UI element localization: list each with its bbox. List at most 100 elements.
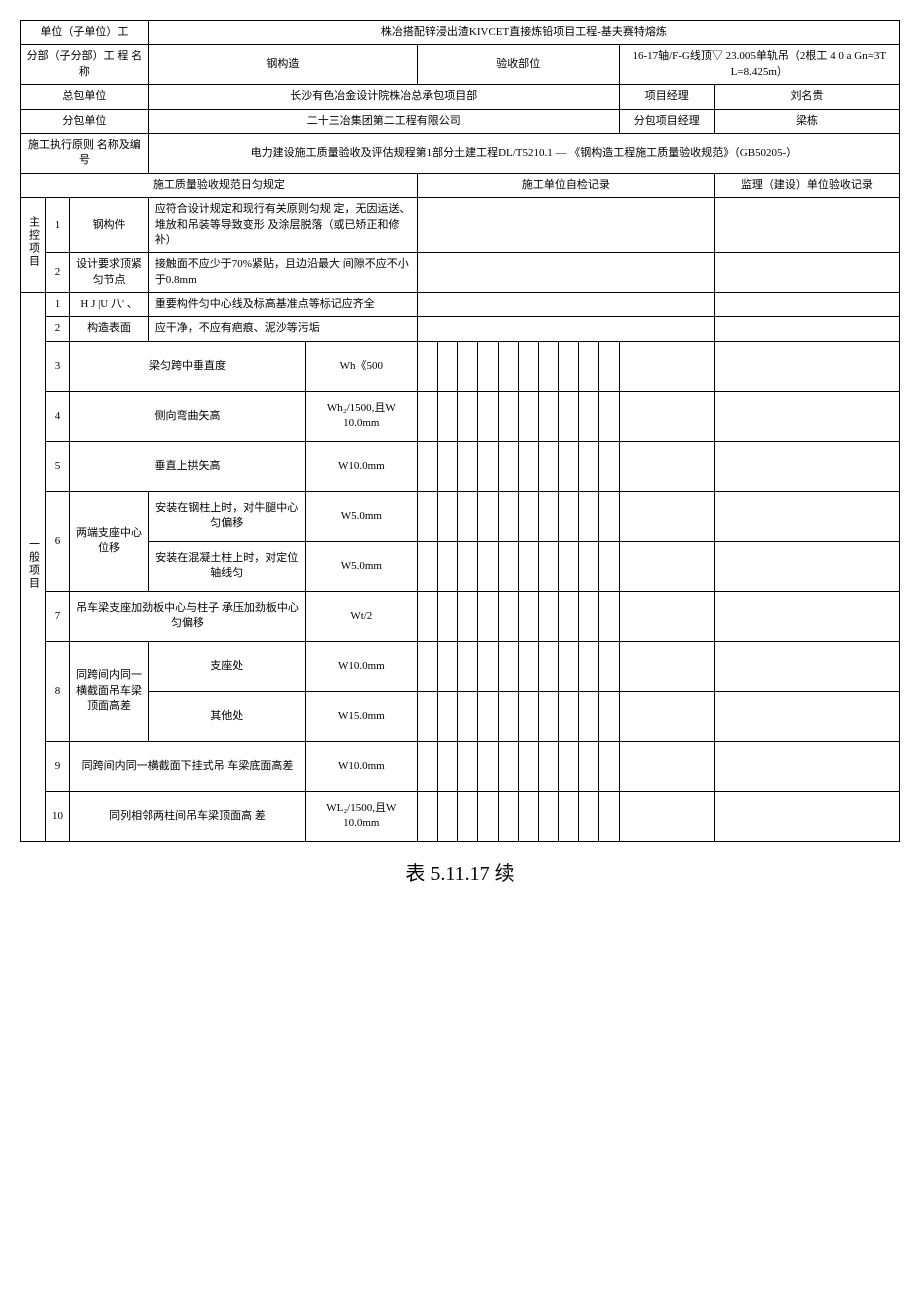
g9-c6 [518, 741, 538, 791]
project-manager-label: 项目经理 [619, 85, 714, 109]
g7-c4 [478, 591, 498, 641]
g4-no: 4 [45, 391, 70, 441]
main-2-desc: 接触面不应少于70%紧贴，且边沿最大 间隙不应不小于0.8mm [148, 253, 417, 293]
g8b-c3 [458, 691, 478, 741]
sub-pm-label: 分包项目经理 [619, 109, 714, 133]
unit-project-value: 株冶搭配锌浸出渣KIVCET直接炼铅项目工程-基夫赛特熔炼 [148, 21, 899, 45]
g10-c10 [599, 791, 619, 841]
g9-c5 [498, 741, 518, 791]
g9-c4 [478, 741, 498, 791]
g3-c4 [478, 341, 498, 391]
main-1-name: 钢构件 [70, 198, 149, 253]
g1-name: H J |U 八' 、 [70, 293, 149, 317]
g9-c11 [619, 741, 714, 791]
g6b-c6 [518, 541, 538, 591]
main-1-check [417, 198, 714, 253]
g10-c1 [417, 791, 437, 841]
g5-c8 [559, 441, 579, 491]
g6-name: 两端支座中心位移 [70, 491, 149, 591]
g9-sup [714, 741, 899, 791]
g6b-c10 [599, 541, 619, 591]
g8a-c9 [579, 641, 599, 691]
g9-name: 同跨间内同一横截面下挂式吊 车梁底面高差 [70, 741, 305, 791]
g6b-c1 [417, 541, 437, 591]
g1-sup [714, 293, 899, 317]
g6b-c8 [559, 541, 579, 591]
g6a-c7 [538, 491, 558, 541]
g9-c8 [559, 741, 579, 791]
g10-sup [714, 791, 899, 841]
standard-label: 施工执行原则 名称及编号 [21, 133, 149, 173]
g6b-c2 [438, 541, 458, 591]
g5-c11 [619, 441, 714, 491]
g5-c10 [599, 441, 619, 491]
g6a-c10 [599, 491, 619, 541]
g7-val: Wt/2 [305, 591, 417, 641]
g9-no: 9 [45, 741, 70, 791]
g8-val1: W10.0mm [305, 641, 417, 691]
g2-name: 构造表面 [70, 317, 149, 341]
g6b-c7 [538, 541, 558, 591]
g8b-c9 [579, 691, 599, 741]
spec-header: 施工质量验收规范日匀规定 [21, 173, 418, 197]
g5-c2 [438, 441, 458, 491]
g5-no: 5 [45, 441, 70, 491]
g6a-c9 [579, 491, 599, 541]
g4-name: 侧向弯曲矢高 [70, 391, 305, 441]
g9-c2 [438, 741, 458, 791]
g8a-c6 [518, 641, 538, 691]
g10-c2 [438, 791, 458, 841]
g6b-c11 [619, 541, 714, 591]
g9-c7 [538, 741, 558, 791]
sub-project-label: 分部（子分部）工 程 名称 [21, 45, 149, 85]
g9-c10 [599, 741, 619, 791]
g10-c8 [559, 791, 579, 841]
g8b-sup [714, 691, 899, 741]
g8b-c11 [619, 691, 714, 741]
g6b-c5 [498, 541, 518, 591]
main-1-no: 1 [45, 198, 70, 253]
main-2-check [417, 253, 714, 293]
g6-val2: W5.0mm [305, 541, 417, 591]
main-2-name: 设计要求顶紧 匀节点 [70, 253, 149, 293]
general-contractor-value: 长沙有色冶金设计院株冶总承包项目部 [148, 85, 619, 109]
g4-c10 [599, 391, 619, 441]
g10-val: WL₂/1500,且W 10.0mm [305, 791, 417, 841]
inspection-form-table: 单位（子单位）工 株冶搭配锌浸出渣KIVCET直接炼铅项目工程-基夫赛特熔炼 分… [20, 20, 900, 842]
g6a-c4 [478, 491, 498, 541]
g6a-c3 [458, 491, 478, 541]
sub-project-value: 钢构造 [148, 45, 417, 85]
g3-c7 [538, 341, 558, 391]
g8-sub1: 支座处 [148, 641, 305, 691]
g6a-c6 [518, 491, 538, 541]
g3-c1 [417, 341, 437, 391]
g8b-c5 [498, 691, 518, 741]
g2-no: 2 [45, 317, 70, 341]
g6-no: 6 [45, 491, 70, 591]
g6b-c9 [579, 541, 599, 591]
g8a-c1 [417, 641, 437, 691]
g8b-c6 [518, 691, 538, 741]
g1-check [417, 293, 714, 317]
main-1-sup [714, 198, 899, 253]
g6b-c3 [458, 541, 478, 591]
g8a-sup [714, 641, 899, 691]
g6a-c2 [438, 491, 458, 541]
g8b-c7 [538, 691, 558, 741]
g7-c1 [417, 591, 437, 641]
g5-c4 [478, 441, 498, 491]
g3-c5 [498, 341, 518, 391]
g7-c2 [438, 591, 458, 641]
g6a-c8 [559, 491, 579, 541]
g3-c9 [579, 341, 599, 391]
g9-val: W10.0mm [305, 741, 417, 791]
g4-c5 [498, 391, 518, 441]
g6-sub2: 安装在混凝土柱上时，对定位轴线匀 [148, 541, 305, 591]
g5-c3 [458, 441, 478, 491]
g8a-c3 [458, 641, 478, 691]
self-check-header: 施工单位自检记录 [417, 173, 714, 197]
g8b-c2 [438, 691, 458, 741]
g5-c6 [518, 441, 538, 491]
g6-val1: W5.0mm [305, 491, 417, 541]
g4-c9 [579, 391, 599, 441]
